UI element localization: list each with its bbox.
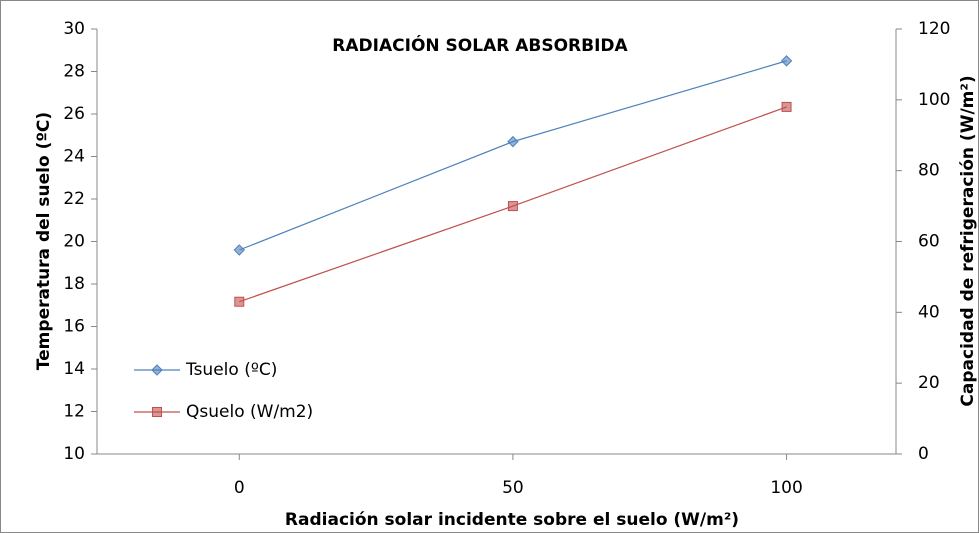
marker [780, 55, 793, 67]
marker [233, 244, 245, 256]
y-tick-label: 18 [63, 274, 85, 294]
y-tick-label: 10 [63, 444, 85, 464]
x-tick-label: 50 [502, 478, 524, 498]
x-axis-label: Radiación solar incidente sobre el suelo… [285, 510, 739, 530]
y2-tick-label: 20 [918, 373, 940, 393]
chart-title: RADIACIÓN SOLAR ABSORBIDA [332, 34, 628, 56]
y2-axis-label: Capacidad de refrigeración (W/m²) [958, 75, 978, 406]
y-tick-label: 26 [63, 104, 85, 124]
y-tick-label: 22 [63, 189, 85, 209]
marker [507, 135, 519, 148]
y-tick-label: 14 [63, 359, 85, 379]
y2-tick-label: 100 [918, 90, 950, 110]
marker [151, 364, 163, 376]
x-tick-label: 100 [770, 478, 802, 498]
y-tick-label: 30 [63, 19, 85, 39]
y2-tick-label: 120 [918, 19, 950, 39]
y2-tick-label: 60 [918, 232, 940, 252]
y-axis-label: Temperatura del suelo (ºC) [34, 112, 54, 370]
y-tick-label: 20 [63, 232, 85, 252]
marker [507, 201, 518, 212]
y-tick-label: 24 [63, 147, 85, 167]
marker [152, 407, 162, 417]
marker [781, 101, 792, 112]
legend-label: Qsuelo (W/m2) [186, 402, 313, 422]
y-tick-label: 28 [63, 62, 85, 82]
y2-tick-label: 40 [918, 302, 940, 322]
y-tick-label: 12 [63, 402, 85, 422]
y2-tick-label: 0 [918, 444, 929, 464]
y-tick-label: 16 [63, 317, 85, 337]
marker [234, 296, 245, 307]
legend-label: Tsuelo (ºC) [185, 360, 277, 380]
y2-tick-label: 80 [918, 161, 940, 181]
x-tick-label: 0 [234, 478, 245, 498]
